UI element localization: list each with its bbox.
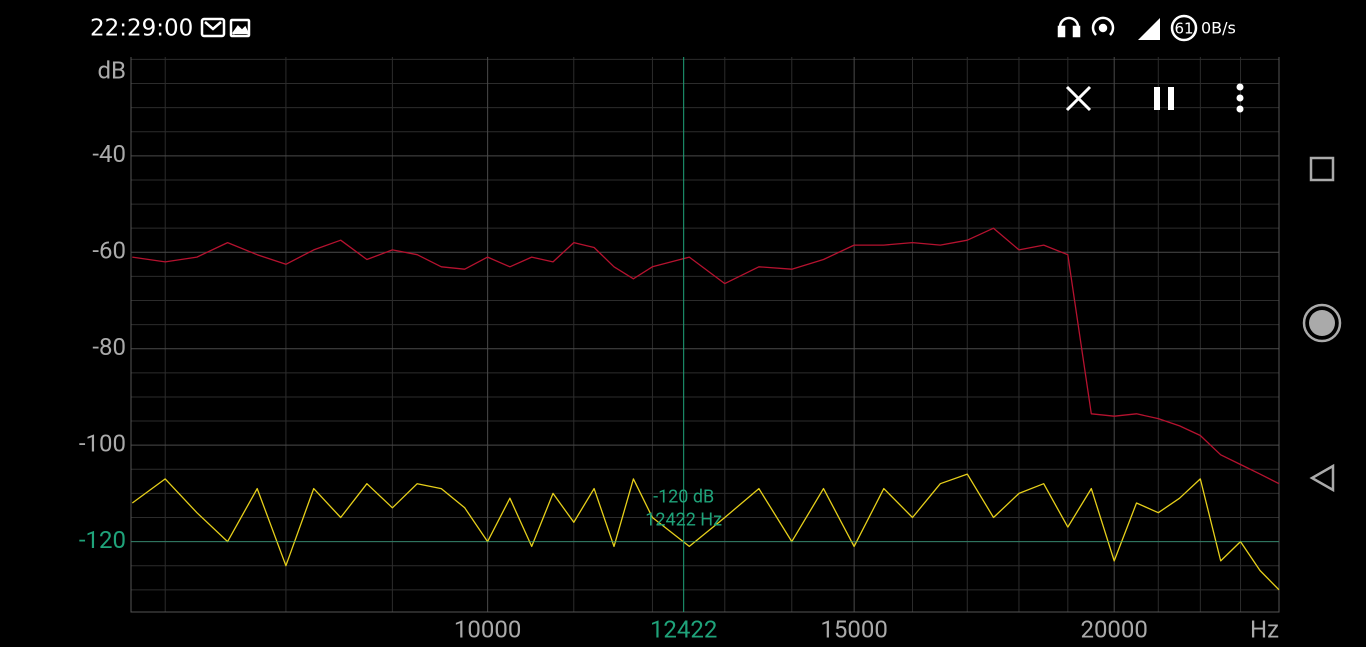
y-tick-label: -120	[79, 526, 126, 554]
y-tick-label: -100	[79, 430, 126, 458]
x-axis-label: Hz	[1250, 615, 1279, 643]
spectrum-plot: -40 -60 -80 -100 -120 10000 15000 20000 dB Hz 1242…	[79, 56, 1280, 643]
x-tick-label: 10000	[454, 615, 521, 643]
plot-frame	[130, 57, 1280, 613]
clock: 22:29:00	[90, 16, 193, 42]
cursor-x-label: 12422	[650, 615, 717, 643]
recents-button[interactable]	[1309, 156, 1335, 182]
spectrum-line	[131, 473, 1280, 591]
back-button[interactable]	[1309, 463, 1335, 493]
y-tick-label: -60	[92, 237, 126, 265]
system-icons	[1057, 14, 1198, 42]
battery-level: 61	[1174, 20, 1193, 38]
cursor-db-label: -120 dB	[653, 486, 714, 507]
pause-button[interactable]	[1154, 87, 1174, 110]
y-tick-label: -80	[92, 333, 126, 361]
more-button[interactable]	[1236, 83, 1244, 113]
close-button[interactable]	[1065, 85, 1092, 112]
network-speed: 0B/s	[1201, 19, 1236, 38]
y-tick-label: -40	[92, 140, 126, 168]
x-tick-label: 20000	[1080, 615, 1147, 643]
notification-icons	[200, 17, 251, 38]
spectrum-line	[132, 227, 1280, 485]
y-axis-label: dB	[98, 56, 127, 84]
home-button[interactable]	[1302, 303, 1342, 343]
x-tick-label: 15000	[820, 615, 887, 643]
cursor-hz-label: 12422 Hz	[645, 509, 722, 530]
